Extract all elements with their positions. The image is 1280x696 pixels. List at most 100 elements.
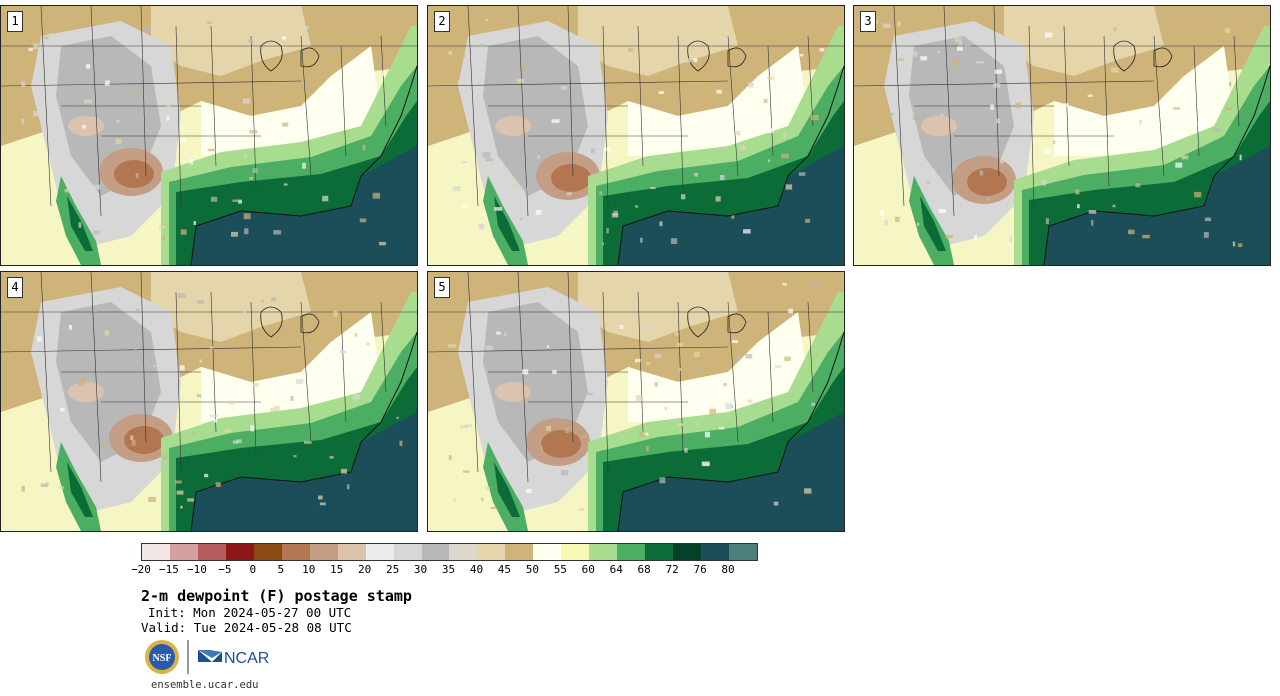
map-texture	[798, 172, 806, 176]
map-texture	[273, 230, 282, 235]
colorbar-segment	[533, 544, 562, 560]
map-texture	[122, 75, 125, 80]
map-texture	[75, 106, 79, 109]
map-texture	[958, 41, 963, 46]
east-region	[628, 312, 808, 422]
map-texture	[231, 231, 238, 237]
site-url[interactable]: ensemble.ucar.edu	[151, 679, 259, 691]
map-texture	[199, 359, 203, 364]
panel-3[interactable]: 3	[853, 5, 1271, 266]
map-texture	[889, 112, 895, 116]
map-texture	[743, 229, 751, 234]
map-texture	[731, 215, 735, 219]
map-texture	[1225, 107, 1232, 111]
map-texture	[694, 172, 698, 177]
map-texture	[913, 51, 918, 57]
map-texture	[654, 382, 658, 387]
colorbar-segment	[281, 544, 310, 560]
map-texture	[130, 435, 134, 440]
map-texture	[135, 308, 140, 312]
panel-4[interactable]: 4	[0, 271, 418, 532]
map-texture	[546, 345, 550, 348]
map-texture	[339, 350, 347, 354]
map-texture	[43, 36, 49, 40]
map-texture	[485, 158, 493, 162]
map-texture	[249, 176, 253, 180]
map-texture	[880, 210, 884, 216]
colorbar-segment	[337, 544, 366, 560]
map-texture	[622, 314, 628, 318]
panel-1[interactable]: 1	[0, 5, 418, 266]
state-borders	[1, 272, 417, 483]
map-texture	[645, 140, 648, 143]
map-texture	[1175, 162, 1183, 168]
map-texture	[560, 85, 568, 90]
map-texture	[479, 224, 484, 230]
map-texture	[448, 344, 457, 348]
map-texture	[322, 195, 329, 202]
map-texture	[121, 473, 128, 477]
map-texture	[635, 359, 641, 363]
colorbar-segment	[617, 544, 646, 560]
map-texture	[611, 213, 619, 218]
map-texture	[74, 71, 82, 76]
map-texture	[694, 421, 698, 426]
map-texture	[33, 110, 38, 117]
map-texture	[768, 159, 771, 163]
map-texture	[135, 172, 139, 179]
map-texture	[540, 446, 543, 451]
map-texture	[105, 80, 110, 86]
colorbar-segment	[729, 544, 757, 560]
map-texture	[472, 345, 480, 348]
map-texture	[366, 25, 374, 31]
colorbar-segment	[645, 544, 674, 560]
map-texture	[67, 373, 72, 379]
map-texture	[784, 356, 791, 361]
colorbar-segment	[589, 544, 618, 560]
map-texture	[301, 25, 309, 30]
map-texture	[671, 238, 678, 244]
map-texture	[1229, 81, 1232, 87]
map-texture	[180, 505, 183, 509]
map-texture	[782, 283, 787, 286]
map-texture	[601, 242, 604, 246]
map-texture	[535, 210, 542, 215]
map-texture	[210, 196, 218, 202]
colorbar-tick-label: 40	[469, 563, 484, 576]
map-texture	[93, 184, 101, 190]
panel-5[interactable]: 5	[427, 271, 845, 532]
panel-number-4: 4	[7, 277, 23, 298]
colorbar-segment	[197, 544, 226, 560]
map-texture	[78, 382, 85, 386]
map-texture	[142, 26, 151, 32]
map-texture	[709, 408, 717, 415]
map-texture	[693, 351, 700, 357]
desert-dry-area	[68, 382, 104, 402]
colorbar-tick-label: 5	[277, 563, 285, 576]
map-texture	[603, 147, 611, 152]
map-texture	[1238, 243, 1243, 247]
panel-number-5: 5	[434, 277, 450, 298]
map-texture	[952, 60, 960, 66]
map-texture	[318, 495, 323, 500]
map-texture	[459, 54, 466, 57]
map-texture	[461, 205, 468, 209]
map-texture	[993, 83, 1001, 88]
map-texture	[127, 216, 135, 223]
map-texture	[639, 432, 646, 437]
map-texture	[179, 365, 185, 371]
map-texture	[799, 53, 804, 57]
map-texture	[738, 339, 742, 345]
map-texture	[723, 383, 727, 387]
map-texture	[197, 300, 205, 304]
colorbar-tick-label: −10	[186, 563, 207, 576]
map-texture	[891, 42, 895, 48]
colorbar-segment	[309, 544, 338, 560]
map-texture	[606, 228, 609, 234]
map-texture	[996, 118, 1000, 124]
map-texture	[775, 365, 781, 368]
panel-2[interactable]: 2	[427, 5, 845, 266]
map-texture	[249, 130, 258, 134]
map-texture	[372, 192, 380, 199]
map-texture	[331, 47, 339, 51]
